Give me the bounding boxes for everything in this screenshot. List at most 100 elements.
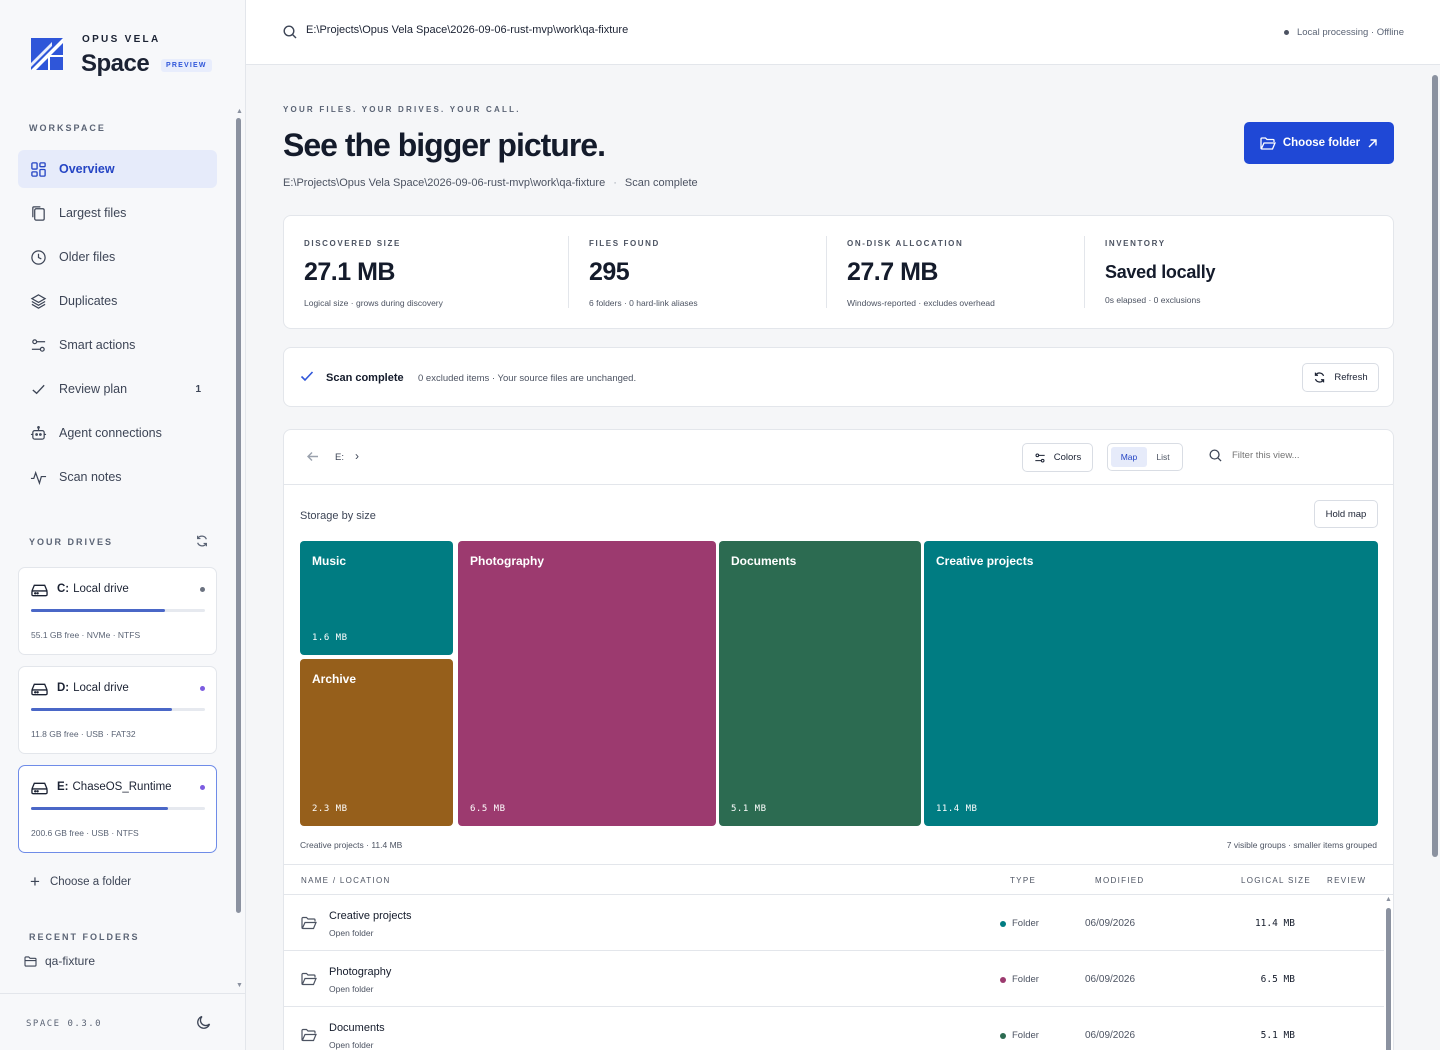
sidebar-item-review-plan[interactable]: Review plan 1 <box>18 370 217 408</box>
processing-status-label: Local processing · Offline <box>1296 27 1404 38</box>
folder-icon <box>24 955 37 967</box>
stat-value: 27.1 MB <box>304 258 395 286</box>
current-path-value: E:\Projects\Opus Vela Space\2026-09-06-r… <box>283 177 606 189</box>
scan-status-description: 0 excluded items · Your source files are… <box>418 373 637 384</box>
recent-folders-label: RECENT FOLDERS <box>29 932 140 942</box>
drive-letter: E: <box>57 781 69 793</box>
row-action[interactable]: Open folder <box>329 1040 374 1050</box>
top-bar: Local processing · Offline <box>246 0 1440 65</box>
tile-size: 2.3 MB <box>312 804 348 814</box>
column-type[interactable]: TYPE <box>1010 876 1037 885</box>
drive-label: Local drive <box>73 583 129 595</box>
sidebar-item-agent-connections[interactable]: Agent connections <box>18 414 217 452</box>
choose-folder-label: Choose a folder <box>49 875 132 888</box>
type-dot <box>1000 1032 1006 1039</box>
row-type-label: Folder <box>1012 1030 1039 1041</box>
column-logical-size[interactable]: LOGICAL SIZE <box>1241 876 1311 885</box>
recent-folder-item[interactable]: qa-fixture <box>24 954 95 968</box>
treemap-tile-creative-projects[interactable]: Creative projects 11.4 MB <box>924 541 1378 826</box>
tile-size: 5.1 MB <box>731 804 767 814</box>
sidebar-item-largest-files[interactable]: Largest files <box>18 194 217 232</box>
refresh-drives-icon[interactable] <box>195 534 209 548</box>
sidebar-item-label: Smart actions <box>59 338 136 352</box>
view-map-option[interactable]: Map <box>1111 447 1147 467</box>
moon-icon[interactable] <box>196 1014 212 1030</box>
view-list-option[interactable]: List <box>1156 452 1170 462</box>
tile-name: Music <box>312 554 347 568</box>
table-scrollbar[interactable] <box>1386 908 1391 1050</box>
row-modified: 06/09/2026 <box>1085 974 1136 985</box>
sidebar-item-overview[interactable]: Overview <box>18 150 217 188</box>
stat-divider <box>568 236 569 308</box>
drive-card-c[interactable]: C: Local drive 55.1 GB free · NVMe · NTFS <box>18 567 217 655</box>
sidebar-item-duplicates[interactable]: Duplicates <box>18 282 217 320</box>
refresh-icon <box>1315 372 1325 383</box>
path-search-input[interactable] <box>306 24 1006 36</box>
arrow-up-right-icon <box>1368 138 1377 147</box>
drive-usage-bar <box>31 609 205 612</box>
bot-icon <box>30 425 47 440</box>
table-scroll-up-arrow[interactable]: ▲ <box>1385 896 1392 903</box>
choose-folder-link[interactable]: + Choose a folder <box>30 873 131 890</box>
drive-label: Local drive <box>73 682 129 694</box>
drive-name: C: Local drive <box>57 583 129 595</box>
stat-subtext: 6 folders · 0 hard-link aliases <box>589 298 698 308</box>
type-dot <box>1000 976 1006 983</box>
treemap-tile-music[interactable]: Music 1.6 MB <box>300 541 453 655</box>
row-name: Documents <box>329 1022 385 1034</box>
treemap-tile-archive[interactable]: Archive 2.3 MB <box>300 659 453 826</box>
column-review[interactable]: REVIEW <box>1327 876 1367 885</box>
stat-value: 295 <box>589 258 630 286</box>
sidebar-item-label: Review plan <box>59 382 128 396</box>
row-action[interactable]: Open folder <box>329 984 374 994</box>
back-arrow-icon[interactable] <box>306 450 319 463</box>
refresh-button[interactable]: Refresh <box>1302 363 1379 392</box>
drive-card-d[interactable]: D: Local drive 11.8 GB free · USB · FAT32 <box>18 666 217 754</box>
scan-status-card: Scan complete 0 excluded items · Your so… <box>283 347 1394 407</box>
recent-folder-label: qa-fixture <box>45 954 96 968</box>
hard-drive-icon <box>31 683 48 696</box>
row-size: 11.4 MB <box>1254 918 1295 929</box>
stat-label: DISCOVERED SIZE <box>304 239 401 248</box>
table-row[interactable]: Documents Open folder Folder 06/09/2026 … <box>284 1007 1384 1050</box>
treemap-tile-documents[interactable]: Documents 5.1 MB <box>719 541 921 826</box>
drive-name: D: Local drive <box>57 682 129 694</box>
treemap-tile-photography[interactable]: Photography 6.5 MB <box>458 541 716 826</box>
type-dot <box>1000 920 1006 927</box>
sidebar-item-scan-notes[interactable]: Scan notes <box>18 458 217 496</box>
colors-button[interactable]: Colors <box>1022 443 1093 472</box>
map-title: Storage by size <box>300 510 376 522</box>
column-modified[interactable]: MODIFIED <box>1095 876 1145 885</box>
preview-badge: PREVIEW <box>161 59 212 72</box>
drive-status-dot <box>200 785 205 790</box>
browser-toolbar: E: › Colors Map List <box>284 430 1393 485</box>
sidebar-scrollbar[interactable] <box>236 118 241 913</box>
stat-label: INVENTORY <box>1105 239 1166 248</box>
drive-card-e[interactable]: E: ChaseOS_Runtime 200.6 GB free · USB · … <box>18 765 217 853</box>
sidebar-item-smart-actions[interactable]: Smart actions <box>18 326 217 364</box>
column-name[interactable]: NAME / LOCATION <box>301 876 391 885</box>
scroll-up-arrow[interactable]: ▲ <box>236 108 243 115</box>
table-row[interactable]: Creative projects Open folder Folder 06/… <box>284 895 1384 951</box>
row-type-label: Folder <box>1012 918 1039 929</box>
sidebar-footer: SPACE 0.3.0 <box>0 993 245 1050</box>
stat-value: Saved locally <box>1105 262 1216 282</box>
tile-size: 1.6 MB <box>312 633 348 643</box>
table-row[interactable]: Photography Open folder Folder 06/09/202… <box>284 951 1384 1007</box>
chevron-right-icon[interactable]: › <box>355 449 359 463</box>
drive-meta: 55.1 GB free · NVMe · NTFS <box>31 630 141 640</box>
filter-input[interactable] <box>1232 450 1382 461</box>
folder-open-icon <box>301 916 317 930</box>
row-type: Folder <box>1000 1030 1039 1041</box>
choose-folder-button[interactable]: Choose folder <box>1244 122 1394 164</box>
hold-map-button[interactable]: Hold map <box>1314 500 1378 528</box>
drive-usage-bar <box>31 807 205 810</box>
breadcrumb-drive[interactable]: E: <box>335 452 344 463</box>
tile-size: 11.4 MB <box>936 804 978 814</box>
stat-label: FILES FOUND <box>589 239 660 248</box>
stat-subtext: Logical size · grows during discovery <box>304 298 443 308</box>
scroll-down-arrow[interactable]: ▼ <box>236 982 243 989</box>
sidebar-item-older-files[interactable]: Older files <box>18 238 217 276</box>
row-action[interactable]: Open folder <box>329 928 374 938</box>
page-scrollbar[interactable] <box>1432 75 1438 857</box>
